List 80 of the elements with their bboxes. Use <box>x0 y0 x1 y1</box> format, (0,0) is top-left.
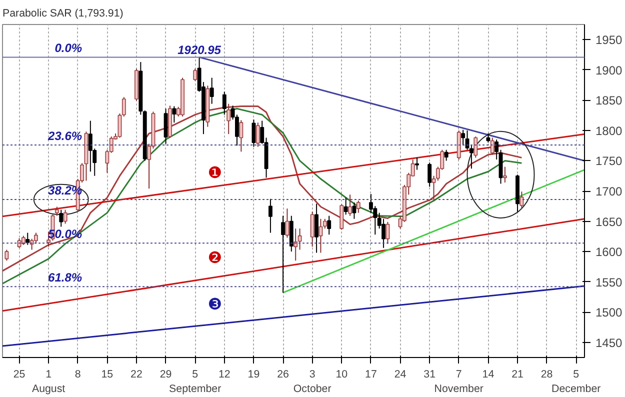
candlestick <box>486 132 490 144</box>
candlestick <box>63 209 68 224</box>
candlestick <box>118 113 122 138</box>
y-tick-label: 1650 <box>596 214 623 229</box>
candlestick <box>4 249 9 262</box>
x-tick-label: 14 <box>482 368 494 380</box>
candlestick <box>327 215 332 236</box>
candlestick <box>356 200 360 214</box>
x-tick-label: 26 <box>277 368 290 380</box>
candlestick <box>210 77 214 104</box>
y-tick-label: 1850 <box>596 94 623 108</box>
candlestick <box>59 209 64 228</box>
candlestick <box>122 96 126 118</box>
candlestick <box>256 122 260 148</box>
candlestick <box>318 218 323 254</box>
candlestick <box>239 120 244 152</box>
candlestick <box>386 221 390 244</box>
x-tick-label: 25 <box>13 368 26 380</box>
y-tick-label: 1950 <box>596 33 623 48</box>
x-tick-label: 19 <box>248 368 260 380</box>
candlestick <box>193 68 198 82</box>
annotation: ❷ <box>208 248 222 268</box>
annotation: ❶ <box>208 163 222 182</box>
candlestick <box>348 194 352 216</box>
x-tick-label: 17 <box>365 368 377 380</box>
candlestick <box>428 162 432 188</box>
x-tick-label: 8 <box>74 368 81 380</box>
candlestick <box>26 232 30 246</box>
text: Parabolic SAR (1,793.91) <box>2 8 124 20</box>
candlestick <box>340 204 344 230</box>
annotation: 1920.95 <box>178 43 222 58</box>
x-tick-label: 7 November <box>434 368 484 395</box>
x-tick-label: 10 <box>336 368 348 380</box>
candlestick <box>294 228 298 262</box>
y-tick-label: 1750 <box>596 154 623 168</box>
x-tick-label: 22 <box>130 368 142 380</box>
y-tick-label: 1900 <box>596 63 623 78</box>
candlestick <box>461 129 466 146</box>
candlestick <box>172 106 176 124</box>
candlestick <box>344 197 348 216</box>
x-tick-label: 12 <box>218 368 230 380</box>
x-tick-label: 31 <box>424 368 436 380</box>
candlestick <box>502 166 507 184</box>
candlestick <box>490 137 494 156</box>
candlestick <box>164 108 168 144</box>
candlestick <box>222 91 226 116</box>
x-tick-label: 1 August <box>32 368 66 395</box>
x-tick-label: 3 October <box>293 368 332 395</box>
candlestick <box>268 198 272 234</box>
y-tick-label: 1450 <box>596 336 623 350</box>
y-tick-label: 1500 <box>596 306 623 320</box>
candlestick <box>226 103 231 135</box>
candlestick <box>281 215 286 294</box>
candlestick <box>314 203 318 254</box>
candlestick <box>474 136 478 158</box>
candlestick <box>310 211 314 248</box>
candlestick <box>88 120 92 172</box>
x-tick-label: 5 December <box>552 368 602 395</box>
y-tick-label: 1800 <box>596 124 623 138</box>
annotation: 23.6% <box>47 128 82 143</box>
x-tick-label: 24 <box>394 368 406 380</box>
candlestick <box>298 228 302 250</box>
annotation: ❸ <box>208 294 222 314</box>
candlestick <box>352 202 356 220</box>
x-tick-label: 28 <box>540 368 553 380</box>
x-tick-label: 15 <box>101 368 114 380</box>
candlestick <box>520 191 524 210</box>
candlestick <box>444 149 448 162</box>
candlestick <box>54 206 59 216</box>
x-tick-label: 29 <box>160 368 172 380</box>
candlestick <box>415 157 419 170</box>
candlestick <box>285 208 290 238</box>
y-tick-label: 1700 <box>596 184 623 198</box>
y-tick-label: 1600 <box>596 245 623 260</box>
x-tick-label: 21 <box>512 368 524 380</box>
candlestick <box>322 218 327 230</box>
annotation: 0.0% <box>54 41 82 56</box>
y-tick-label: 1550 <box>596 275 623 290</box>
annotation: 61.8% <box>48 270 82 285</box>
candlestick <box>494 139 499 160</box>
